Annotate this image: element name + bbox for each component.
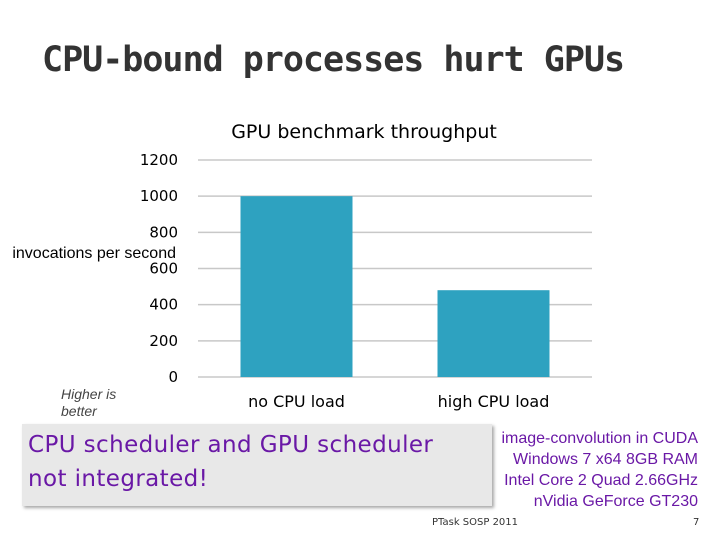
- callout-text: CPU scheduler and GPU scheduler not inte…: [28, 428, 433, 496]
- higher-is-better-note: Higher is better: [61, 386, 117, 419]
- category-label: no CPU load: [248, 392, 345, 411]
- benchmark-specs: image-convolution in CUDA Windows 7 x64 …: [400, 428, 720, 512]
- y-tick-label: 200: [149, 332, 178, 350]
- spec-line: Windows 7 x64 8GB RAM: [513, 451, 698, 468]
- spec-line: nVidia GeForce GT230: [533, 493, 698, 510]
- y-tick-label: 0: [168, 368, 178, 386]
- y-tick-label: 600: [149, 260, 178, 278]
- bar: [240, 196, 353, 377]
- slide-title: CPU-bound processes hurt GPUs: [42, 40, 625, 80]
- callout-box: CPU scheduler and GPU scheduler not inte…: [22, 424, 492, 506]
- spec-line: image-convolution in CUDA: [501, 430, 698, 447]
- y-axis-label: invocations per second: [12, 245, 176, 262]
- y-tick-label: 400: [149, 296, 178, 314]
- y-tick-label: 800: [149, 223, 178, 241]
- bars: [240, 196, 550, 377]
- footer-text: PTask SOSP 2011: [432, 517, 519, 528]
- category-labels: no CPU load high CPU load: [248, 392, 549, 411]
- y-tick-label: 1200: [140, 151, 178, 169]
- callout-line: not integrated!: [28, 466, 209, 492]
- page-number: 7: [693, 517, 700, 528]
- y-tick-label: 1000: [140, 187, 178, 205]
- bar: [437, 290, 550, 377]
- y-tick-labels: 0 200 400 600 800 1000 1200: [140, 151, 178, 386]
- spec-line: Intel Core 2 Quad 2.66GHz: [504, 472, 698, 489]
- category-label: high CPU load: [438, 392, 550, 411]
- callout-line: CPU scheduler and GPU scheduler: [28, 432, 434, 458]
- chart-title: GPU benchmark throughput: [231, 121, 497, 143]
